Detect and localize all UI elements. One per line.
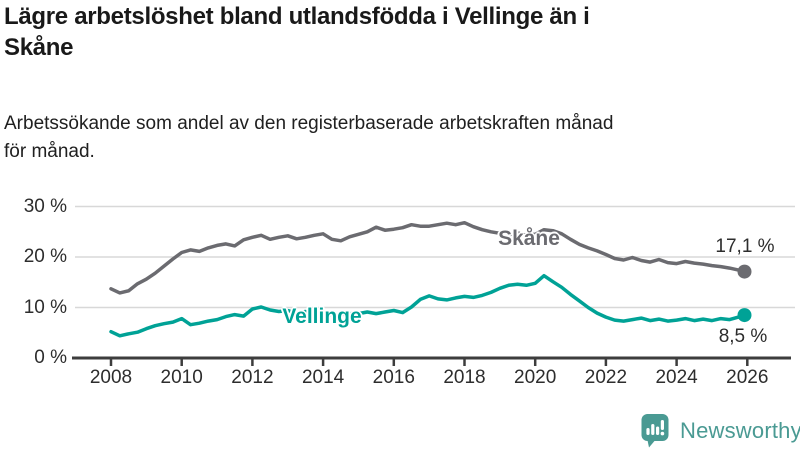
chart-subtitle-line-2: för månad. [4,141,95,162]
x-tick-label: 2024 [655,367,698,388]
chart-title: Lägre arbetslöshet bland utlandsfödda i … [4,1,776,63]
skane-line [109,220,747,295]
x-tick-label: 2012 [231,367,274,388]
x-tick-label: 2018 [443,367,486,388]
chart-title-line-1: Lägre arbetslöshet bland utlandsfödda i … [4,3,590,30]
vellinge-line [109,273,747,338]
y-tick-label: 20 % [23,246,67,267]
y-tick-label: 10 % [23,296,67,318]
newsworthy-logo-text: Newsworthy [680,417,800,443]
x-tick-label: 2022 [584,367,628,388]
chart-subtitle-line-1: Arbetssökande som andel av den registerb… [4,113,614,134]
chart-title-line-2: Skåne [4,34,74,61]
x-tick-label: 2016 [372,367,415,388]
x-tick-label: 2014 [301,367,345,388]
series-label-vellinge: Vellinge [282,305,362,328]
newsworthy-logo: Newsworthy [641,413,800,448]
end-value-label-skane: 17,1 % [715,236,775,257]
newsworthy-logo-icon [641,414,669,448]
y-tick-label: 0 % [34,347,67,368]
chart-subtitle: Arbetssökande som andel av den registerb… [4,110,784,166]
series-label-skane: Skåne [498,227,560,250]
skane-end-dot [737,264,752,279]
vellinge-end-dot [737,308,752,323]
end-value-label-vellinge: 8,5 % [718,326,768,347]
x-tick-label: 2020 [514,367,557,388]
y-tick-label: 30 % [23,195,67,217]
x-tick-label: 2010 [160,367,203,388]
x-tick-label: 2008 [89,367,133,388]
x-tick-label: 2026 [726,367,769,388]
